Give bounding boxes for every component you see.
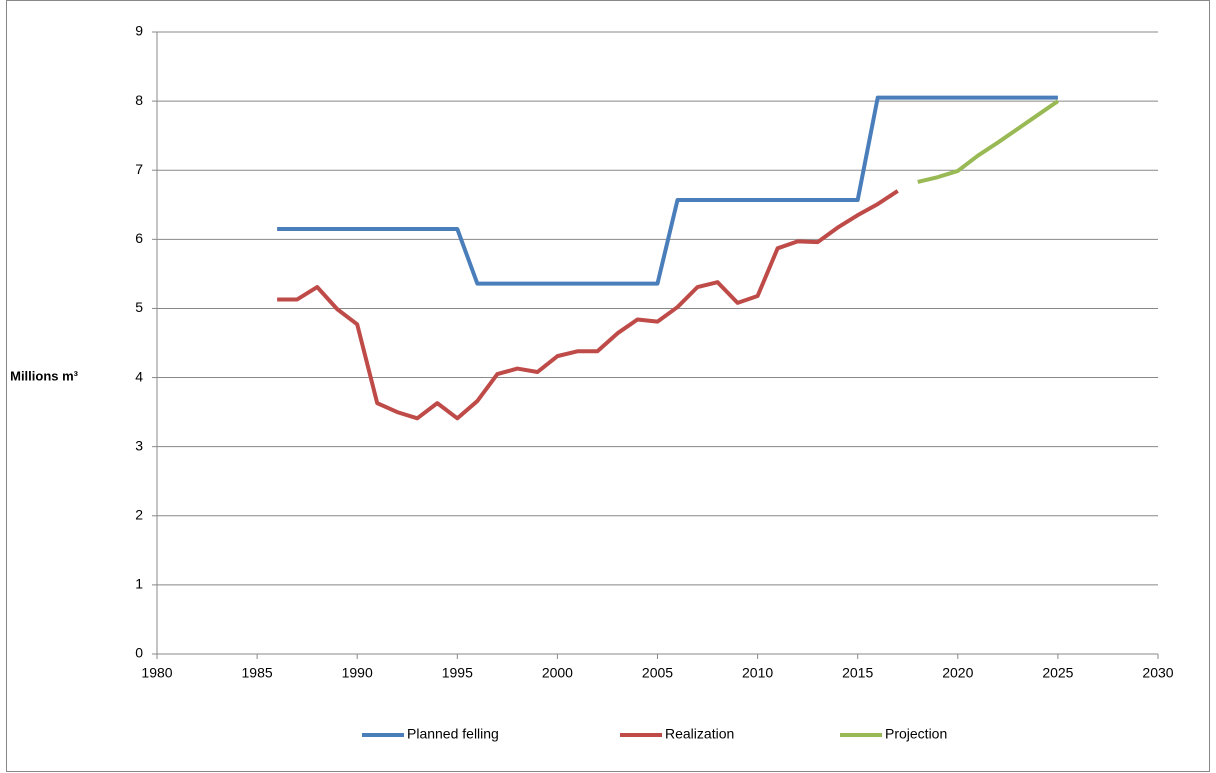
series-line bbox=[917, 99, 1060, 184]
y-tick-label: 6 bbox=[135, 230, 143, 246]
x-tick-label: 2000 bbox=[542, 665, 573, 681]
y-tick-label: 1 bbox=[135, 576, 143, 592]
x-tick-label: 1990 bbox=[342, 665, 373, 681]
chart-border bbox=[6, 0, 1210, 772]
y-tick-label: 7 bbox=[135, 161, 143, 177]
x-tick-label: 2010 bbox=[742, 665, 773, 681]
y-tick-label: 9 bbox=[135, 23, 143, 39]
x-tick-label: 2025 bbox=[1042, 665, 1073, 681]
y-tick-label: 3 bbox=[135, 437, 143, 453]
series-line bbox=[277, 95, 1058, 286]
legend-label: Planned felling bbox=[407, 726, 499, 742]
legend-label: Realization bbox=[665, 726, 734, 742]
x-tick-label: 2030 bbox=[1142, 665, 1173, 681]
y-tick-label: 5 bbox=[135, 299, 143, 315]
legend-label: Projection bbox=[885, 726, 947, 742]
y-tick-label: 2 bbox=[135, 506, 143, 522]
x-tick-label: 1980 bbox=[141, 665, 172, 681]
x-tick-label: 1995 bbox=[442, 665, 473, 681]
y-axis-label: Millions m³ bbox=[10, 368, 79, 383]
x-tick-label: 2005 bbox=[642, 665, 673, 681]
y-tick-label: 0 bbox=[135, 645, 143, 661]
x-tick-label: 2015 bbox=[842, 665, 873, 681]
x-tick-label: 2020 bbox=[942, 665, 973, 681]
y-tick-label: 4 bbox=[135, 368, 143, 384]
series-line bbox=[277, 189, 899, 421]
y-tick-label: 8 bbox=[135, 92, 143, 108]
x-tick-label: 1985 bbox=[242, 665, 273, 681]
